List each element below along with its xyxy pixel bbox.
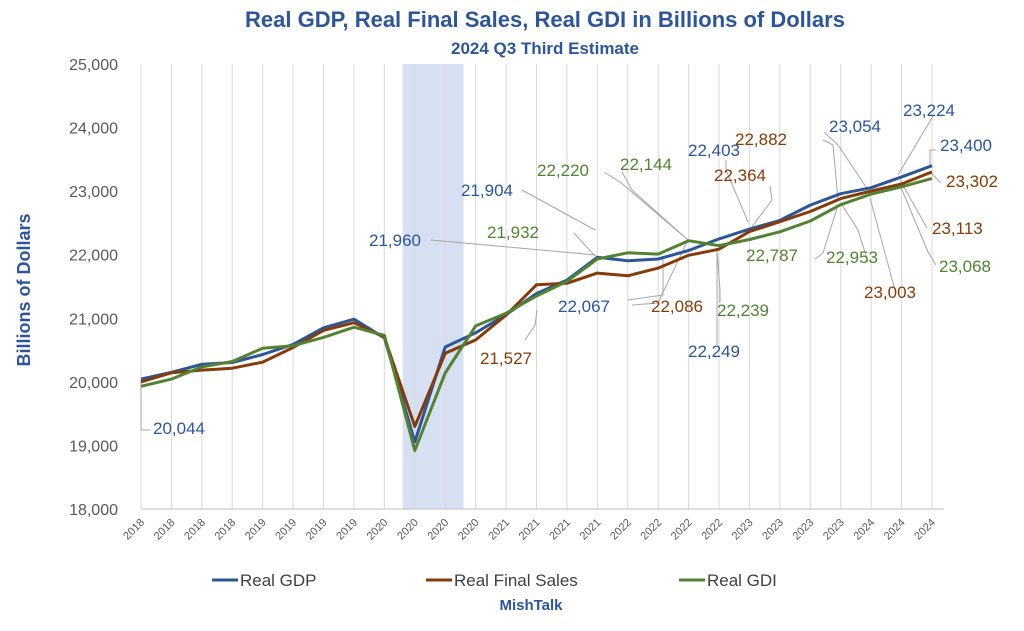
y-tick-label: 25,000: [69, 57, 118, 74]
x-tick-label: 2018: [152, 517, 178, 543]
leader-line: [716, 249, 721, 303]
leader-line: [869, 197, 896, 291]
leader-line: [140, 380, 150, 431]
leader-line: [929, 149, 936, 166]
leader-line: [621, 171, 689, 241]
data-label: 23,068: [939, 257, 991, 276]
data-label: 21,904: [461, 181, 513, 200]
series-line-real-gdi: [140, 176, 933, 452]
y-tick-label: 18,000: [69, 502, 118, 519]
leader-line: [725, 160, 749, 223]
x-tick-label: 2024: [882, 517, 908, 543]
legend: Real GDP Real Final Sales Real GDI: [212, 571, 777, 590]
y-tick-label: 19,000: [69, 438, 118, 455]
data-label: 21,932: [487, 223, 539, 242]
x-tick-label: 2019: [304, 517, 330, 543]
data-label: 23,302: [946, 172, 998, 191]
x-tick-label: 2018: [182, 517, 208, 543]
data-label: 23,054: [829, 117, 881, 136]
leader-line: [823, 131, 869, 191]
x-tick-label: 2023: [760, 517, 786, 543]
legend-label: Real GDI: [707, 571, 777, 590]
gridlines: [140, 64, 944, 510]
legend-label: Real GDP: [240, 571, 317, 590]
data-label: 21,527: [480, 349, 532, 368]
series-line-real-final-sales: [140, 170, 933, 428]
legend-label: Real Final Sales: [454, 571, 578, 590]
x-tick-label: 2018: [121, 517, 147, 543]
data-label: 22,882: [735, 130, 787, 149]
data-label: 22,144: [620, 155, 672, 174]
x-tick-label: 2023: [730, 517, 756, 543]
data-label: 22,364: [714, 166, 766, 185]
x-tick-label: 2023: [821, 517, 847, 543]
chart-subtitle: 2024 Q3 Third Estimate: [451, 39, 639, 58]
x-tick-label: 2021: [578, 517, 604, 543]
leader-line: [841, 204, 869, 263]
x-tick-label: 2020: [395, 517, 421, 543]
data-label: 22,953: [826, 248, 878, 267]
data-label: 22,787: [746, 246, 798, 265]
data-label: 22,220: [537, 161, 589, 180]
leader-line: [899, 179, 928, 229]
x-tick-label: 2021: [547, 517, 573, 543]
y-tick-label: 23,000: [69, 184, 118, 201]
data-label: 23,113: [932, 219, 983, 238]
y-tick-label: 24,000: [69, 121, 118, 138]
data-label: 22,403: [688, 141, 740, 160]
x-tick-label: 2021: [517, 517, 543, 543]
x-tick-label: 2020: [456, 517, 482, 543]
leader-line: [747, 185, 773, 233]
data-label: 23,003: [864, 283, 916, 302]
leader-line: [814, 204, 839, 260]
data-label: 21,960: [369, 231, 421, 250]
x-tick-label: 2020: [426, 517, 452, 543]
data-label: 23,400: [940, 136, 992, 155]
data-label: 22,067: [558, 297, 610, 316]
x-tick-label: 2018: [213, 517, 239, 543]
x-tick-label: 2022: [669, 517, 695, 543]
leader-line: [899, 184, 937, 266]
x-tick-label: 2019: [243, 517, 269, 543]
y-tick-label: 22,000: [69, 248, 118, 265]
leader-line: [627, 257, 664, 301]
leader-line: [929, 171, 942, 184]
leader-line: [573, 232, 596, 257]
series-line-real-gdp: [140, 164, 933, 444]
y-tick-label: 20,000: [69, 375, 118, 392]
series-lines: [140, 164, 933, 452]
chart-title: Real GDP, Real Final Sales, Real GDI in …: [245, 7, 845, 32]
leader-line: [430, 239, 597, 256]
annotation-leader-lines: [140, 115, 942, 431]
x-tick-label: 2020: [365, 517, 391, 543]
y-axis-ticks: 18,000 19,000 20,000 21,000 22,000 23,000 24,0…: [69, 57, 118, 519]
data-label: 22,086: [651, 297, 703, 316]
x-tick-label: 2021: [486, 517, 512, 543]
annotation-labels: 20,044 21,960 21,904 22,067 22,249 22,403 23,0…: [153, 101, 998, 438]
leader-line: [524, 309, 538, 341]
data-label: 23,224: [903, 101, 955, 120]
y-tick-label: 21,000: [69, 311, 118, 328]
leader-line: [603, 171, 689, 241]
x-tick-label: 2024: [912, 517, 938, 543]
data-label: 22,239: [717, 301, 769, 320]
y-axis-label: Billions of Dollars: [14, 213, 34, 366]
x-tick-label: 2022: [639, 517, 665, 543]
leader-line: [822, 139, 839, 201]
x-tick-label: 2019: [273, 517, 299, 543]
x-tick-label: 2022: [699, 517, 725, 543]
credit-text: MishTalk: [499, 597, 563, 614]
x-tick-label: 2019: [334, 517, 360, 543]
x-axis-ticks: 2018 2018 2018 2018 2019 2019 2019 2019 2020 2020…: [121, 517, 938, 543]
data-label: 20,044: [153, 419, 205, 438]
data-label: 22,249: [688, 342, 740, 361]
leader-line: [521, 189, 596, 231]
x-tick-label: 2023: [791, 517, 817, 543]
x-tick-label: 2024: [851, 517, 877, 543]
x-tick-label: 2022: [608, 517, 634, 543]
leader-line: [897, 115, 934, 176]
